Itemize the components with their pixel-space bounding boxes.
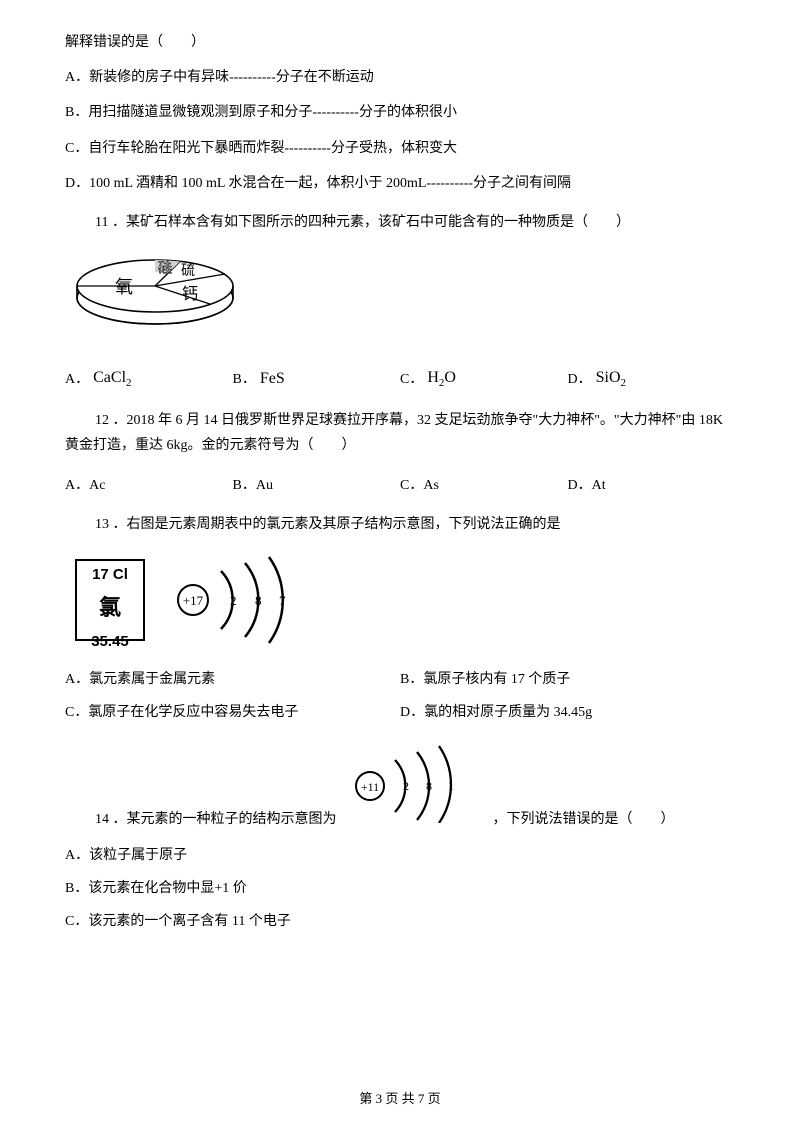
atom-core-label: +11 [360, 780, 378, 794]
pie-label-calcium: 钙 [182, 285, 198, 303]
formula-sio2: SiO2 [596, 364, 626, 394]
formula-fes: FeS [260, 365, 285, 394]
option-c: C．自行车轮胎在阳光下暴晒而炸裂----------分子受热，体积变大 [65, 136, 735, 161]
formula-cacl2: CaCl2 [93, 364, 131, 394]
q14-stem-after: ，下列说法错误的是（ ） [493, 807, 675, 832]
q12-option-b: B．Au [233, 473, 401, 498]
opt-prefix: D． [568, 367, 592, 392]
shell-3: 1 [448, 779, 454, 793]
q13-figure: 17 Cl 氯 35.45 +17 2 8 7 [75, 555, 735, 645]
atom-structure-icon: +17 2 8 7 [165, 555, 315, 645]
q12-option-d: D．At [568, 473, 736, 498]
option-b: B．用扫描隧道显微镜观测到原子和分子----------分子的体积很小 [65, 100, 735, 125]
q12-option-c: C．As [400, 473, 568, 498]
q14-options: A．该粒子属于原子 B．该元素在化合物中显+1 价 C．该元素的一个离子含有 1… [65, 843, 735, 935]
q11-option-d: D． SiO2 [568, 364, 736, 394]
q12-stem: 12 ．2018 年 6 月 14 日俄罗斯世界足球赛拉开序幕，32 支足坛劲旅… [65, 408, 735, 458]
option-d: D．100 mL 酒精和 100 mL 水混合在一起，体积小于 200mL---… [65, 171, 735, 196]
pt-element-name: 氯 [99, 588, 121, 628]
q11-option-c: C． H2O [400, 364, 568, 394]
q13-options: A．氯元素属于金属元素 B．氯原子核内有 17 个质子 C．氯原子在化学反应中容… [65, 667, 735, 733]
atom-structure-icon: +11 2 8 1 [345, 743, 485, 823]
periodic-table-cell: 17 Cl 氯 35.45 [75, 559, 145, 641]
option-a: A．新装修的房子中有异味----------分子在不断运动 [65, 65, 735, 90]
q11-stem: 11 ．某矿石样本含有如下图所示的四种元素，该矿石中可能含有的一种物质是（ ） [95, 210, 735, 235]
q11-option-b: B． FeS [233, 364, 401, 394]
shell-2: 8 [426, 779, 432, 793]
question-stem-fragment: 解释错误的是（ ） [65, 30, 735, 55]
pt-atomic-number-symbol: 17 Cl [92, 561, 128, 588]
shell-1: 2 [403, 779, 409, 793]
q11-option-a: A． CaCl2 [65, 364, 233, 394]
opt-prefix: A． [65, 367, 89, 392]
q11-options: A． CaCl2 B． FeS C． H2O D． SiO2 [65, 364, 735, 394]
q14-stem: 14 ．某元素的一种粒子的结构示意图为 +11 2 8 1 ，下列说法错误的是（… [95, 743, 735, 832]
q11-pie-chart: 氧 钙 硅 硫 [75, 251, 735, 340]
shell-3: 7 [279, 593, 286, 608]
shell-2: 8 [255, 593, 262, 608]
formula-h2o: H2O [427, 364, 456, 394]
opt-prefix: B． [233, 367, 256, 392]
pt-atomic-mass: 35.45 [91, 628, 129, 655]
opt-prefix: C． [400, 367, 423, 392]
q14-option-a: A．该粒子属于原子 [65, 843, 735, 868]
page-footer: 第 3 页 共 7 页 [0, 1087, 800, 1110]
q12-options: A．Ac B．Au C．As D．At [65, 473, 735, 498]
q13-option-d: D．氯的相对原子质量为 34.45g [400, 700, 735, 725]
shell-1: 2 [230, 593, 237, 608]
pie-label-silicon: 硅 [158, 261, 172, 277]
pie-icon: 氧 钙 硅 硫 [75, 251, 255, 331]
q13-option-c: C．氯原子在化学反应中容易失去电子 [65, 700, 400, 725]
q13-option-b: B．氯原子核内有 17 个质子 [400, 667, 735, 692]
q13-stem: 13 ．右图是元素周期表中的氯元素及其原子结构示意图，下列说法正确的是 [95, 512, 735, 537]
q12-option-a: A．Ac [65, 473, 233, 498]
pie-label-sulfur: 硫 [181, 263, 195, 279]
q13-option-a: A．氯元素属于金属元素 [65, 667, 400, 692]
atom-core-label: +17 [183, 593, 204, 608]
q14-option-b: B．该元素在化合物中显+1 价 [65, 876, 735, 901]
q14-stem-before: 14 ．某元素的一种粒子的结构示意图为 [95, 807, 337, 832]
q14-option-c: C．该元素的一个离子含有 11 个电子 [65, 909, 735, 934]
q14-atom-figure: +11 2 8 1 [345, 743, 485, 832]
pie-label-oxygen: 氧 [115, 277, 133, 297]
